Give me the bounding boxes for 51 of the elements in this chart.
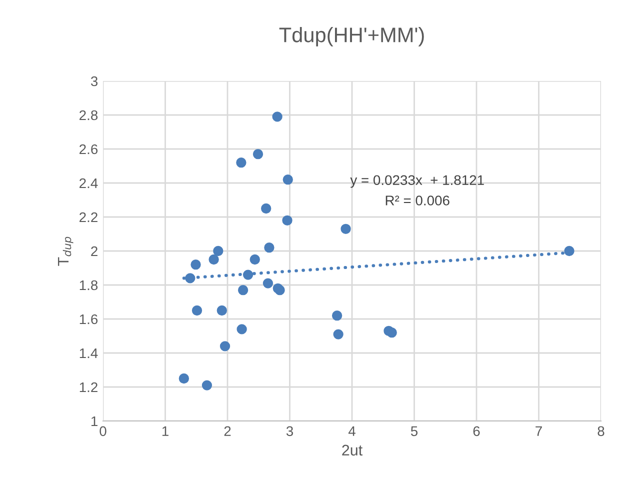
- y-axis-title: T$_{dup}$: [58, 236, 74, 266]
- point: [202, 380, 212, 390]
- point: [238, 285, 248, 296]
- y-tick-label: 2.6: [80, 144, 98, 154]
- point: [264, 242, 274, 253]
- point: [332, 310, 342, 321]
- point: [250, 254, 260, 265]
- point: [213, 246, 224, 256]
- point: [220, 341, 230, 352]
- x-tick-label: 6: [473, 426, 480, 436]
- point: [178, 373, 190, 384]
- point: [564, 246, 574, 256]
- y-tick-label: 1.2: [80, 382, 98, 392]
- point: [242, 270, 254, 280]
- point: [261, 203, 272, 214]
- x-axis-title: 2ut: [342, 444, 363, 456]
- point: [340, 224, 351, 234]
- point: [262, 278, 274, 288]
- point: [282, 174, 293, 185]
- x-tick-label: 0: [100, 426, 106, 436]
- point: [282, 215, 292, 226]
- y-tick-label: 1.8: [80, 280, 98, 290]
- x-tick-label: 7: [536, 426, 542, 436]
- x-tick-label: 5: [410, 426, 418, 436]
- chart-title: Tdup(HH'+MM'): [279, 27, 424, 46]
- point: [272, 112, 282, 122]
- x-tick-label: 4: [348, 426, 356, 436]
- y-tick-label: 3: [90, 76, 98, 86]
- y-tick-label: 1.6: [80, 314, 98, 324]
- y-tick-label: 2.8: [80, 110, 98, 120]
- annotation: R² = 0.006: [386, 196, 450, 206]
- point: [216, 305, 227, 316]
- y-tick-label: 2.2: [80, 212, 98, 222]
- point: [192, 305, 202, 316]
- point: [236, 158, 246, 168]
- point: [190, 260, 201, 270]
- point: [386, 328, 397, 338]
- y-tick-label: 1.4: [80, 348, 98, 358]
- point: [333, 329, 344, 340]
- point: [185, 273, 196, 284]
- y-tick-label: 2.4: [80, 178, 98, 188]
- y-tick-label: 1: [91, 416, 98, 426]
- point: [208, 254, 219, 265]
- x-tick-label: 2: [224, 426, 231, 436]
- y-tick-label: 2: [91, 246, 98, 256]
- x-tick-label: 3: [286, 426, 293, 436]
- x-tick-label: 1: [162, 426, 168, 436]
- point: [236, 324, 247, 334]
- annotation: y = 0.0233x + 1.8121: [350, 175, 484, 188]
- x-tick-label: 8: [598, 426, 604, 436]
- point: [252, 149, 264, 160]
